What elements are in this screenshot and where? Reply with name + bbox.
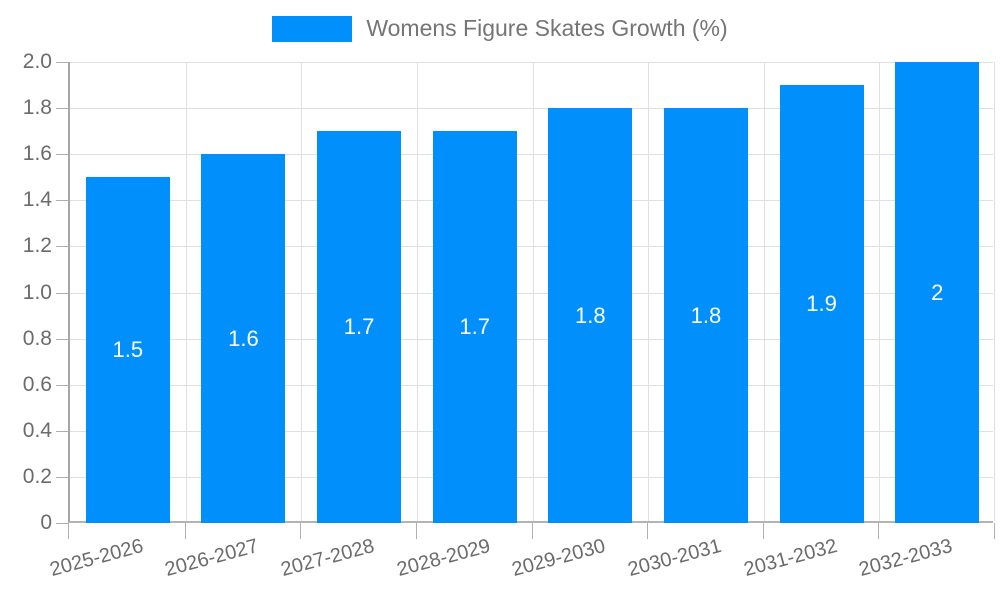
- legend-label: Womens Figure Skates Growth (%): [366, 14, 728, 41]
- bar[interactable]: [317, 131, 402, 523]
- x-tick-mark: [878, 523, 880, 539]
- y-tick-mark: [56, 154, 68, 156]
- y-axis-tick-label: 1.8: [22, 96, 52, 120]
- y-tick-mark: [56, 338, 68, 340]
- legend-swatch: [272, 16, 353, 42]
- plot-area: 0 0.2 0.4 0.6 0.8 1.0 1.2 1.4 1.6 1.8 2.0 1.5 2025-2…: [23, 50, 995, 581]
- x-tick-mark: [647, 523, 649, 539]
- gridline-horizontal: [70, 430, 993, 432]
- gridline-horizontal: [70, 246, 993, 248]
- gridline-vertical: [185, 62, 187, 521]
- legend-item[interactable]: Womens Figure Skates Growth (%): [0, 16, 1000, 42]
- gridline-horizontal: [70, 384, 993, 386]
- y-axis-tick-label: 0.6: [22, 372, 52, 396]
- x-tick-mark: [531, 523, 533, 539]
- y-tick-mark: [56, 384, 68, 386]
- x-tick-mark: [762, 523, 764, 539]
- bar[interactable]: [432, 131, 517, 523]
- gridline-horizontal: [70, 200, 993, 202]
- bar[interactable]: [548, 108, 633, 523]
- gridline-vertical: [648, 62, 650, 521]
- gridline-vertical: [879, 62, 881, 521]
- y-axis-tick-label: 1.0: [22, 280, 52, 304]
- y-tick-mark: [56, 200, 68, 202]
- gridline-horizontal: [70, 62, 993, 63]
- gridline-vertical: [532, 62, 534, 521]
- y-tick-mark: [56, 523, 68, 524]
- gridline-vertical: [994, 62, 995, 521]
- y-tick-mark: [56, 62, 68, 63]
- gridline-horizontal: [70, 154, 993, 156]
- gridline-vertical: [416, 62, 418, 521]
- y-axis-tick-label: 0: [40, 511, 52, 534]
- bar[interactable]: [895, 62, 980, 523]
- y-tick-mark: [56, 246, 68, 248]
- y-axis-tick-label: 0.8: [22, 326, 52, 350]
- gridline-horizontal: [70, 338, 993, 340]
- x-tick-mark: [994, 523, 995, 539]
- gridline-vertical: [763, 62, 765, 521]
- x-tick-mark: [415, 523, 417, 539]
- y-tick-mark: [56, 108, 68, 110]
- gridline-horizontal: [70, 292, 993, 294]
- x-tick-mark: [68, 523, 69, 539]
- y-tick-mark: [56, 430, 68, 432]
- y-axis-tick-label: 0.4: [22, 418, 52, 442]
- gridline-horizontal: [70, 476, 993, 478]
- y-axis-tick-label: 1.2: [22, 234, 52, 258]
- gridline-vertical: [301, 62, 303, 521]
- x-tick-mark: [184, 523, 186, 539]
- gridline-horizontal: [70, 108, 993, 110]
- bar[interactable]: [663, 108, 748, 523]
- y-axis-tick-label: 2.0: [22, 50, 52, 73]
- y-axis-tick-label: 0.2: [22, 464, 52, 488]
- y-tick-mark: [56, 476, 68, 478]
- x-tick-mark: [300, 523, 302, 539]
- y-tick-mark: [56, 292, 68, 294]
- bar[interactable]: [201, 154, 286, 523]
- bar[interactable]: [85, 177, 170, 523]
- y-axis-tick-label: 1.4: [22, 188, 52, 212]
- bar[interactable]: [779, 85, 864, 523]
- y-axis-tick-label: 1.6: [22, 142, 52, 166]
